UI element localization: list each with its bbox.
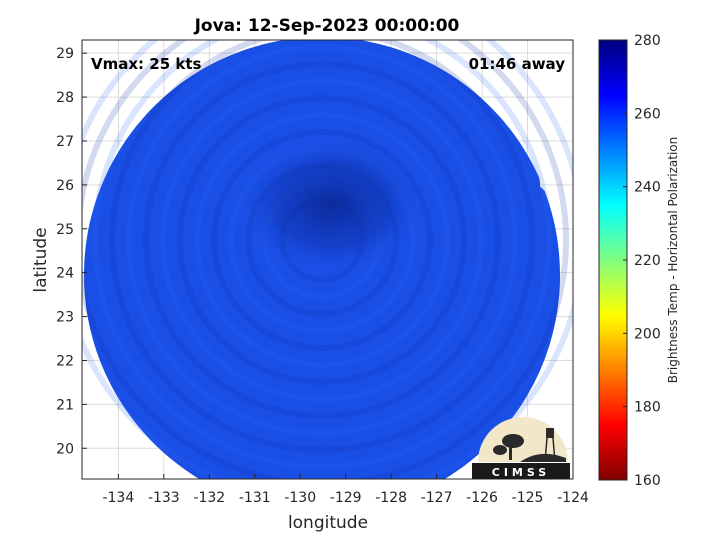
colorbar-tick-label: 260 [634, 106, 661, 122]
x-tick-label: -134 [102, 490, 134, 506]
x-tick-label: -126 [466, 490, 498, 506]
y-tick-label: 28 [56, 90, 74, 106]
x-tick-label: -124 [557, 490, 589, 506]
y-tick-label: 20 [56, 441, 74, 457]
swath-group [82, 40, 573, 479]
colorbar-tick-label: 280 [634, 33, 661, 49]
y-axis-label: latitude [31, 227, 51, 292]
x-tick-label: -133 [148, 490, 180, 506]
swath-band [92, 40, 552, 470]
swath-band [160, 77, 485, 402]
y-tick-label: 24 [56, 266, 74, 282]
x-tick-label: -128 [375, 490, 407, 506]
y-axis-ticks: 20 21 22 23 24 25 26 27 28 29 [56, 46, 87, 457]
y-tick-label: 26 [56, 178, 74, 194]
swath-band [82, 40, 569, 479]
colorbar-tick-label: 180 [634, 400, 661, 416]
plot-frame [81, 39, 574, 480]
swath-band [194, 111, 451, 368]
y-tick-label: 21 [56, 397, 74, 413]
logo-text: CIMSS [492, 466, 550, 479]
swath-band [109, 40, 535, 453]
x-tick-label: -131 [239, 490, 271, 506]
chart-title: Jova: 12-Sep-2023 00:00:00 [194, 16, 460, 36]
x-tick-label: -132 [193, 490, 225, 506]
x-tick-label: -127 [421, 490, 453, 506]
colorbar-tick-label: 160 [634, 473, 661, 489]
cimss-logo: CIMSS [472, 417, 570, 479]
x-tick-label: -129 [330, 490, 362, 506]
colorbar [598, 39, 628, 481]
swath-band [143, 60, 502, 419]
y-tick-label: 25 [56, 222, 74, 238]
colorbar-ticks: 160 180 200 220 240 260 280 [623, 33, 661, 489]
colorbar-tick-label: 240 [634, 180, 661, 196]
x-tick-label: -125 [512, 490, 544, 506]
colorbar-tick-label: 200 [634, 326, 661, 342]
colorbar-tick-label: 220 [634, 253, 661, 269]
y-tick-label: 23 [56, 310, 74, 326]
y-tick-label: 29 [56, 46, 74, 62]
vmax-annotation: Vmax: 25 kts [91, 55, 201, 73]
colorbar-label: Brightness Temp - Horizontal Polarizatio… [666, 137, 680, 384]
time-away-annotation: 01:46 away [469, 55, 566, 73]
swath-band [211, 128, 434, 351]
y-tick-label: 22 [56, 353, 74, 369]
swath-band [126, 43, 519, 436]
x-axis-ticks: -134 -133 -132 -131 -130 -129 -128 -127 -126 -125… [102, 474, 589, 506]
y-tick-label: 27 [56, 134, 74, 150]
x-axis-label: longitude [288, 513, 368, 533]
storm-center-region [237, 134, 428, 275]
swath-band [177, 94, 468, 385]
x-tick-label: -130 [284, 490, 316, 506]
